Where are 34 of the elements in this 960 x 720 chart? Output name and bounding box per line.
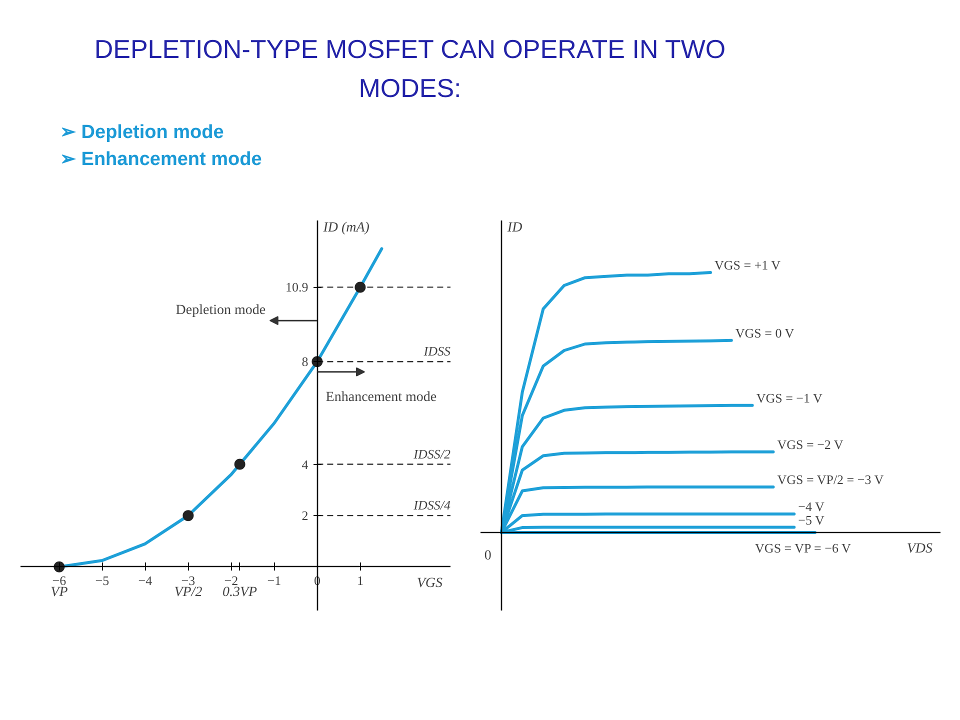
series-label: VGS = −2 V bbox=[777, 436, 844, 452]
series-label: −5 V bbox=[798, 512, 825, 528]
ref-line-label: IDSS/4 bbox=[412, 498, 451, 513]
ref-line-label: IDSS/2 bbox=[412, 446, 451, 462]
x-tick-label: −2 bbox=[224, 572, 238, 588]
chart-subtitle: ➢ Depletion mode ➢ Enhancement mode bbox=[60, 121, 262, 172]
series-label: VGS = +1 V bbox=[714, 258, 782, 272]
text: 0 bbox=[484, 548, 492, 564]
series-label: VGS = −1 V bbox=[756, 390, 824, 406]
y-tick-label: 8 bbox=[302, 354, 308, 370]
annotation: VP/2 bbox=[174, 585, 202, 600]
y-axis-title: ID (mA) bbox=[322, 220, 370, 236]
series-label: VGS = VP/2 = −3 V bbox=[777, 472, 884, 487]
annotation: 0.3VP bbox=[222, 585, 258, 600]
annotation: Enhancement mode bbox=[326, 390, 437, 406]
x-tick-label: −5 bbox=[95, 572, 110, 588]
y-axis-title: ID bbox=[506, 220, 522, 236]
annotation: VP bbox=[50, 585, 68, 600]
y-tick-label: 2 bbox=[302, 508, 308, 524]
annotation: Depletion mode bbox=[176, 302, 266, 318]
y-tick-label: 4 bbox=[302, 456, 309, 472]
x-tick-label: −1 bbox=[267, 572, 282, 588]
x-axis-title: VGS bbox=[416, 576, 443, 591]
x-tick-label: −3 bbox=[181, 572, 196, 588]
y-tick-label: 10.9 bbox=[285, 280, 308, 295]
x-tick-label: −6 bbox=[52, 572, 67, 588]
series-label: VGS = VP = −6 V bbox=[755, 540, 852, 556]
chart-title: DEPLETION-TYPE MOSFET CAN OPERATE IN TWO MODES: bbox=[93, 33, 727, 105]
ref-line-label: IDSS bbox=[422, 344, 451, 359]
x-axis-title: VDS bbox=[906, 542, 933, 556]
x-tick-label: 1 bbox=[356, 572, 364, 588]
x-tick-label: −4 bbox=[138, 572, 153, 588]
series-label: −4 V bbox=[798, 499, 825, 514]
series-label: VGS = 0 V bbox=[735, 325, 795, 340]
